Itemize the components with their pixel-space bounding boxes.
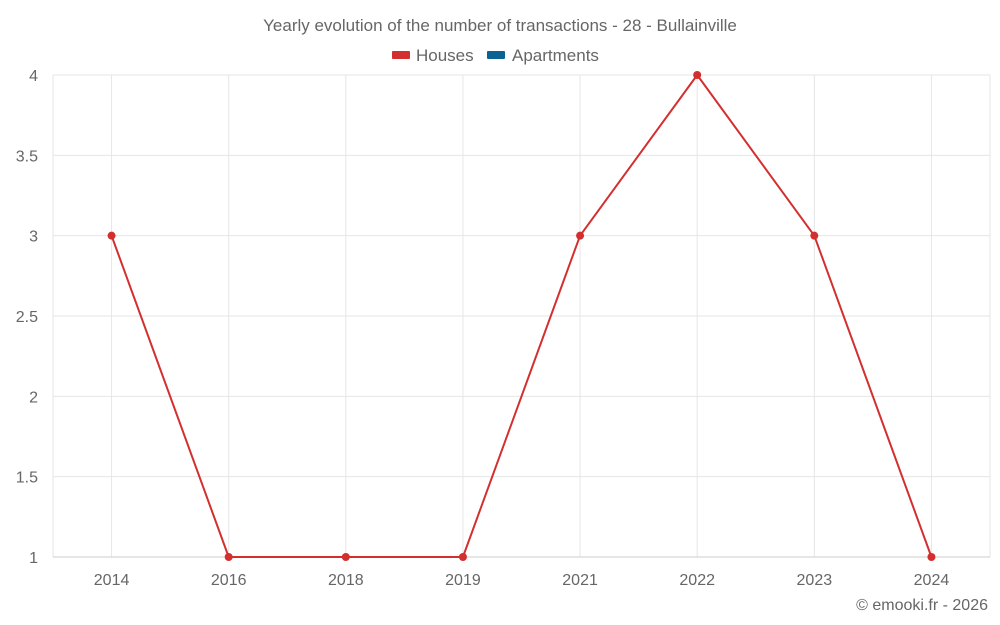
- data-point[interactable]: [576, 231, 585, 240]
- data-point[interactable]: [693, 71, 702, 79]
- data-point[interactable]: [927, 553, 936, 561]
- data-point[interactable]: [810, 231, 819, 240]
- x-tick-label: 2023: [797, 572, 833, 589]
- legend-item-houses[interactable]: Houses: [392, 46, 474, 65]
- legend-swatch-houses: [392, 51, 410, 59]
- series-line: [110, 74, 933, 558]
- credit-text: © emooki.fr - 2026: [856, 597, 988, 614]
- x-tick-label: 2021: [562, 572, 598, 589]
- x-tick-label: 2018: [328, 572, 364, 589]
- y-axis-ticks: 1 1.5 2 2.5 3 3.5 4: [16, 68, 38, 567]
- x-tick-label: 2022: [679, 572, 715, 589]
- legend-label-apartments: Apartments: [512, 46, 599, 65]
- y-tick-label: 2: [29, 389, 38, 406]
- x-tick-label: 2019: [445, 572, 481, 589]
- x-tick-label: 2024: [914, 572, 950, 589]
- y-tick-label: 1.5: [16, 470, 38, 487]
- data-point[interactable]: [341, 553, 350, 561]
- y-tick-label: 1: [29, 550, 38, 567]
- data-point[interactable]: [224, 553, 233, 561]
- legend-item-apartments[interactable]: Apartments: [487, 46, 599, 65]
- series-houses: [107, 71, 936, 561]
- x-tick-label: 2014: [94, 572, 130, 589]
- legend: Houses Apartments: [392, 46, 599, 65]
- grid: [52, 74, 991, 558]
- legend-swatch-apartments: [487, 51, 505, 59]
- y-tick-label: 3: [29, 229, 38, 246]
- data-point[interactable]: [458, 553, 467, 561]
- x-axis-ticks: 2014 2016 2018 2019 2021 2022 2023 2024: [94, 572, 950, 589]
- data-point[interactable]: [107, 231, 116, 240]
- y-tick-label: 4: [29, 68, 38, 85]
- chart-title: Yearly evolution of the number of transa…: [263, 16, 737, 35]
- x-tick-label: 2016: [211, 572, 247, 589]
- y-tick-label: 2.5: [16, 309, 38, 326]
- legend-label-houses: Houses: [416, 46, 474, 65]
- y-tick-label: 3.5: [16, 148, 38, 165]
